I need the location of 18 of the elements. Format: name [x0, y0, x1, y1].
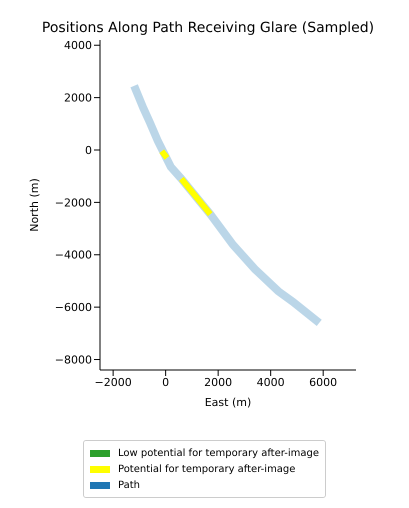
- y-tick-label: 0: [85, 144, 92, 157]
- y-tick-label: −2000: [54, 196, 92, 210]
- legend-label: Low potential for temporary after-image: [118, 448, 319, 458]
- x-tick-label: −2000: [94, 376, 132, 389]
- x-tick-label: 0: [162, 376, 170, 389]
- x-tick-label: 6000: [309, 376, 338, 389]
- y-tick-label: −8000: [54, 353, 92, 366]
- y-tick-label: 4000: [64, 39, 92, 52]
- legend-label: Path: [118, 480, 140, 490]
- y-tick-label: 2000: [64, 92, 92, 105]
- y-axis-title: North (m): [28, 178, 41, 232]
- y-tick-label: −6000: [54, 301, 92, 314]
- y-tick-label: −4000: [54, 248, 92, 262]
- chart-title: Positions Along Path Receiving Glare (Sampled): [40, 20, 376, 36]
- x-tick-label: 4000: [256, 376, 285, 389]
- x-axis-title: East (m): [204, 396, 252, 409]
- x-tick-label: 2000: [204, 376, 232, 389]
- legend-label: Potential for temporary after-image: [118, 464, 296, 474]
